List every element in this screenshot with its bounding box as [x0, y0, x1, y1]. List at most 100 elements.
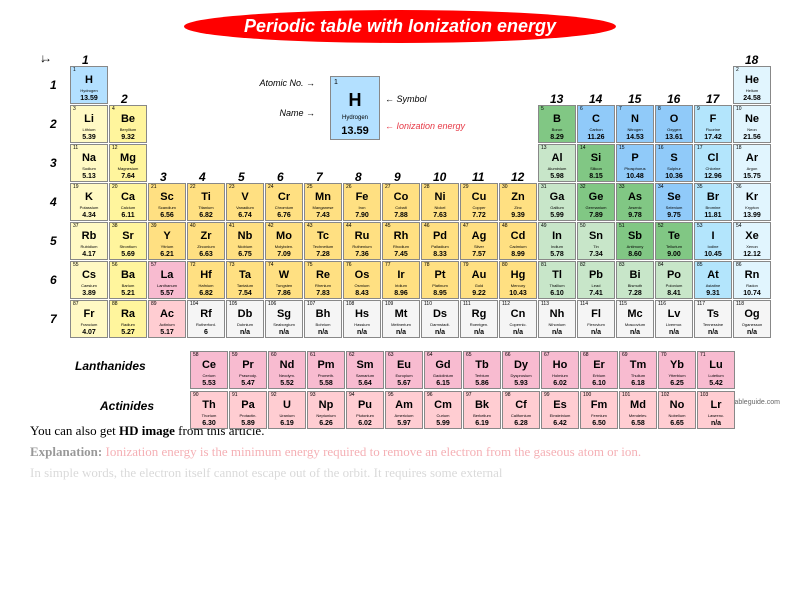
element-Lv: 116LvLivermor.n/a [655, 300, 693, 338]
element-Fe: 26FeIron7.90 [343, 183, 381, 221]
element-Mn: 25MnManganese7.43 [304, 183, 342, 221]
element-La: 57LaLanthanum5.57 [148, 261, 186, 299]
group-label-1: 1 [82, 53, 89, 67]
element-Lr: 103LrLawrenc.n/a [697, 391, 735, 429]
periodic-table: 1 H Hydrogen 13.59 Atomic No. → ← Symbol… [20, 51, 780, 401]
element-Li: 3LiLithium5.39 [70, 105, 108, 143]
element-Bk: 97BkBerkelium6.19 [463, 391, 501, 429]
element-Hf: 72HfHafnium6.82 [187, 261, 225, 299]
group-label-16: 16 [667, 92, 680, 106]
period-label-4: 4 [50, 195, 57, 209]
element-Sn: 50SnTin7.34 [577, 222, 615, 260]
element-Mg: 12MgMagnesium7.64 [109, 144, 147, 182]
group-label-13: 13 [550, 92, 563, 106]
group-label-18: 18 [745, 53, 758, 67]
period-label-7: 7 [50, 312, 57, 326]
period-label-1: 1 [50, 78, 57, 92]
legend-atomic-num: 1 [331, 79, 379, 86]
element-Pa: 91PaProtactin.5.89 [229, 391, 267, 429]
element-Am: 95AmAmericium5.97 [385, 391, 423, 429]
element-Nd: 60NdNeodym.5.52 [268, 351, 306, 389]
element-Au: 79AuGold9.22 [460, 261, 498, 299]
element-Pb: 82PbLead7.41 [577, 261, 615, 299]
element-No: 102NoNobelium6.65 [658, 391, 696, 429]
element-Rb: 37RbRubidium4.17 [70, 222, 108, 260]
element-Ir: 77IrIridium8.96 [382, 261, 420, 299]
element-Tl: 81TlThallium6.10 [538, 261, 576, 299]
group-label-12: 12 [511, 170, 524, 184]
group-label-5: 5 [238, 170, 245, 184]
period-label-2: 2 [50, 117, 57, 131]
period-label-3: 3 [50, 156, 57, 170]
element-Ge: 32GeGermanium7.89 [577, 183, 615, 221]
group-label-3: 3 [160, 170, 167, 184]
element-I: 53IIodine10.45 [694, 222, 732, 260]
name-label: Name → [260, 108, 315, 118]
element-B: 5BBoron8.29 [538, 105, 576, 143]
atomic-no-label: Atomic No. → [240, 78, 315, 88]
element-P: 15PPhosphorus10.48 [616, 144, 654, 182]
element-At: 85AtAstatine9.31 [694, 261, 732, 299]
element-Ba: 56BaBarium5.21 [109, 261, 147, 299]
element-Ag: 47AgSilver7.57 [460, 222, 498, 260]
element-Ca: 20CaCalcium6.11 [109, 183, 147, 221]
element-Og: 118OgOganessonn/a [733, 300, 771, 338]
group-label-2: 2 [121, 92, 128, 106]
element-Ts: 117TsTennessinen/a [694, 300, 732, 338]
element-Ni: 28NiNickel7.63 [421, 183, 459, 221]
element-Pt: 78PtPlatinum8.95 [421, 261, 459, 299]
element-Co: 27CoCobalt7.88 [382, 183, 420, 221]
element-Ds: 110DsDarmstadt.n/a [421, 300, 459, 338]
element-Os: 76OsOsmium8.43 [343, 261, 381, 299]
element-Zr: 40ZrZirconium6.63 [187, 222, 225, 260]
legend-symbol: H [331, 90, 379, 111]
element-Sg: 106SgSeaborgiumn/a [265, 300, 303, 338]
group-label-14: 14 [589, 92, 602, 106]
element-Cm: 96CmCurium5.99 [424, 391, 462, 429]
element-Ta: 73TaTantalum7.54 [226, 261, 264, 299]
element-In: 49InIndium5.78 [538, 222, 576, 260]
element-Br: 35BrBromine11.81 [694, 183, 732, 221]
below-text: You can also get HD image from this arti… [20, 421, 780, 483]
element-Si: 14SiSilicon8.15 [577, 144, 615, 182]
element-Cl: 17ClChlorine12.96 [694, 144, 732, 182]
element-Xe: 54XeXenon12.12 [733, 222, 771, 260]
element-Pr: 59PrPraseody.5.47 [229, 351, 267, 389]
element-Es: 99EsEinsteinium6.42 [541, 391, 579, 429]
element-Al: 13AlAluminium5.98 [538, 144, 576, 182]
element-Ra: 88RaRadium5.27 [109, 300, 147, 338]
element-Sb: 51SbAntimony8.60 [616, 222, 654, 260]
element-Er: 68ErErbium6.10 [580, 351, 618, 389]
element-Cr: 24CrChromium6.76 [265, 183, 303, 221]
period-label-6: 6 [50, 273, 57, 287]
element-Cs: 55CsCaesium3.89 [70, 261, 108, 299]
element-Hs: 108HsHassiumn/a [343, 300, 381, 338]
element-Sm: 62SmSamarium5.64 [346, 351, 384, 389]
element-Y: 39YYttrium6.21 [148, 222, 186, 260]
element-Cf: 98CfCalifornium6.28 [502, 391, 540, 429]
legend-value: 13.59 [331, 125, 379, 137]
element-Kr: 36KrKrypton13.99 [733, 183, 771, 221]
element-W: 74WTungsten7.86 [265, 261, 303, 299]
group-label-7: 7 [316, 170, 323, 184]
element-Zn: 30ZnZinc9.39 [499, 183, 537, 221]
group-label-4: 4 [199, 170, 206, 184]
element-Gd: 64GdGadolinium6.15 [424, 351, 462, 389]
element-Ac: 89AcActinium5.17 [148, 300, 186, 338]
ion-label: ← Ionization energy [385, 121, 465, 131]
element-Tb: 65TbTerbium5.86 [463, 351, 501, 389]
element-Ga: 31GaGallium5.99 [538, 183, 576, 221]
element-Ti: 22TiTitanium6.82 [187, 183, 225, 221]
element-Nh: 113NhNihoniumn/a [538, 300, 576, 338]
element-Db: 105DbDubniumn/a [226, 300, 264, 338]
group-label-6: 6 [277, 170, 284, 184]
element-O: 8OOxygen13.61 [655, 105, 693, 143]
element-Cu: 29CuCopper7.72 [460, 183, 498, 221]
element-V: 23VVanadium6.74 [226, 183, 264, 221]
legend-cell: 1 H Hydrogen 13.59 [330, 76, 380, 140]
symbol-label: ← Symbol [385, 94, 427, 104]
element-Pu: 94PuPlutonium6.02 [346, 391, 384, 429]
element-Nb: 41NbNiobium6.75 [226, 222, 264, 260]
element-Th: 90ThThorium6.30 [190, 391, 228, 429]
element-He: 2HeHelium24.58 [733, 66, 771, 104]
